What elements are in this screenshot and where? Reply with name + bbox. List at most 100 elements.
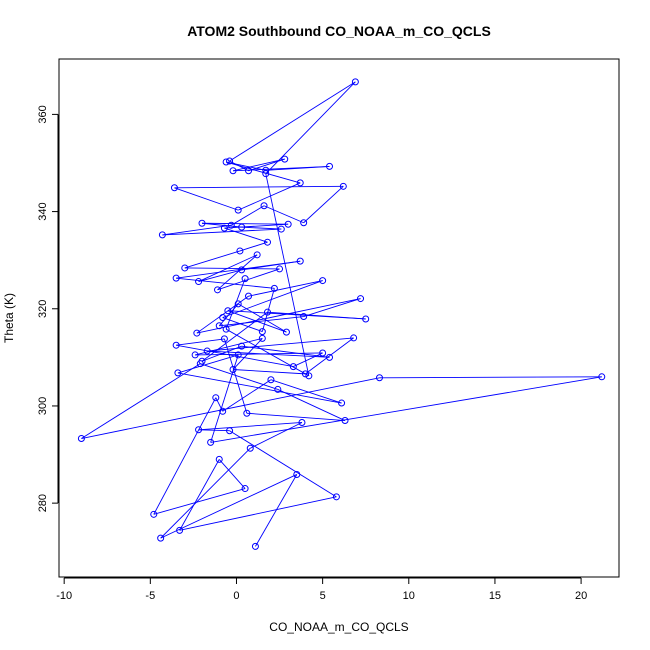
data-point [267, 376, 275, 384]
data-point [198, 357, 206, 365]
data-point [195, 426, 203, 434]
data-point [293, 470, 301, 478]
series-segment [238, 182, 301, 211]
data-point [251, 542, 259, 550]
data-point [157, 534, 165, 542]
series-segment [250, 422, 303, 449]
series-segment [261, 288, 275, 332]
data-point [229, 167, 237, 175]
series-segment [153, 397, 217, 515]
series-segment [222, 280, 323, 318]
series-segment [207, 350, 330, 358]
series-segment [270, 379, 342, 404]
data-point [274, 385, 282, 393]
y-tick-label: 320 [37, 300, 49, 318]
data-point [282, 328, 290, 336]
data-point [326, 353, 334, 361]
data-point [214, 286, 222, 294]
data-point [222, 158, 230, 166]
series-segment [241, 345, 330, 358]
data-point [245, 292, 253, 300]
y-tick-label: 360 [37, 105, 49, 123]
data-point [245, 167, 253, 175]
series-segment [218, 459, 246, 489]
series-segment [81, 363, 201, 439]
data-point [301, 370, 309, 378]
data-point [253, 251, 261, 259]
series-segment [248, 280, 323, 297]
series-segment [162, 224, 232, 236]
series-segment [200, 363, 278, 390]
data-point [246, 444, 254, 452]
series-segment [239, 241, 268, 252]
series-segment [201, 222, 242, 228]
data-point [338, 399, 346, 407]
data-point [262, 170, 270, 178]
data-point [219, 407, 227, 415]
data-point [351, 78, 359, 86]
series-segment [201, 345, 242, 362]
series-segment [224, 223, 289, 229]
data-point [220, 335, 228, 343]
x-tick-label: 0 [233, 590, 239, 602]
data-point [357, 295, 365, 303]
data-point [326, 162, 334, 170]
series-segment [198, 269, 242, 282]
series-segment [207, 337, 354, 352]
data-point [258, 328, 266, 336]
series-segment [229, 160, 249, 172]
data-point [262, 166, 270, 174]
data-point [375, 374, 383, 382]
data-point [234, 351, 242, 359]
series-segment [255, 474, 298, 547]
data-point [215, 455, 223, 463]
series-segment [379, 376, 602, 379]
data-point [170, 184, 178, 192]
data-point [258, 334, 266, 342]
series-segment [179, 459, 220, 531]
data-point [220, 224, 228, 232]
data-point [219, 314, 227, 322]
data-point [236, 247, 244, 255]
data-point [296, 179, 304, 187]
data-point [172, 341, 180, 349]
data-point [150, 510, 158, 518]
data-point [296, 257, 304, 265]
data-point [203, 347, 211, 355]
data-point [339, 182, 347, 190]
series-segment [246, 412, 346, 421]
data-point [305, 372, 313, 380]
data-point [300, 313, 308, 321]
series-segment [160, 447, 251, 539]
data-point [195, 278, 203, 286]
data-point [77, 435, 85, 443]
data-point [319, 277, 327, 285]
data-point [243, 409, 251, 417]
series-segment [177, 354, 239, 374]
series-segment [219, 316, 304, 327]
series-segment [231, 205, 265, 226]
data-point [193, 329, 201, 337]
series-segment [195, 337, 263, 356]
series-segment [225, 328, 310, 377]
x-axis: -10 -5 0 5 10 15 20 [56, 577, 587, 602]
data-point [238, 266, 246, 274]
data-point [181, 264, 189, 272]
series-segment [303, 185, 344, 224]
data-point [241, 485, 249, 493]
data-point [176, 526, 184, 534]
series-segment [232, 158, 285, 172]
x-axis-label: CO_NOAA_m_CO_QCLS [269, 620, 408, 634]
data-point [234, 206, 242, 214]
data-point [298, 418, 306, 426]
data-point [300, 219, 308, 227]
y-tick-label: 340 [37, 202, 49, 220]
data-point [276, 265, 284, 273]
series-segment [226, 161, 266, 171]
data-point [174, 369, 182, 377]
data-point [289, 363, 297, 371]
x-tick-label: 20 [575, 590, 587, 602]
data-point [224, 307, 232, 315]
series-segment [265, 81, 356, 174]
